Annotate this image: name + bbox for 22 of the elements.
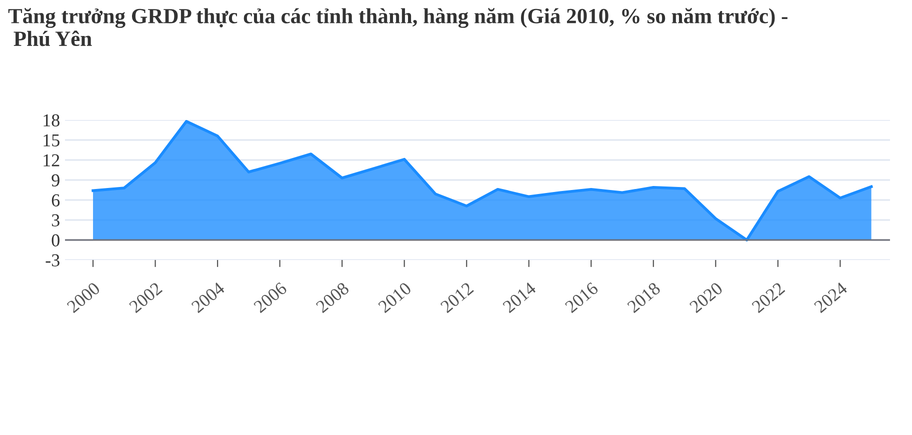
x-tick-label: 2000	[66, 282, 101, 314]
x-tick-label: 2014	[502, 281, 537, 314]
x-tick-label: 2022	[751, 282, 786, 314]
x-tick-label: 2006	[253, 282, 288, 314]
y-tick-label: 18	[44, 114, 60, 126]
x-tick-label: 2016	[564, 282, 599, 314]
x-tick-label: 2008	[315, 282, 350, 314]
y-tick-label: 9	[52, 174, 60, 186]
y-tick-label: 15	[44, 134, 60, 146]
x-tick-label: 2010	[378, 282, 412, 314]
x-tick-label: 2024	[813, 281, 848, 314]
x-tick-label: 2004	[190, 281, 226, 314]
x-tick-label: 2020	[688, 282, 724, 314]
y-tick-label: 12	[44, 154, 60, 166]
y-tick-label: -3	[46, 254, 60, 266]
y-tick-label: 0	[52, 234, 60, 246]
chart-title: Tăng trưởng GRDP thực của các tỉnh thành, hàng năm (Giá 2010, % so năm trước) - Phú Yên	[8, 8, 788, 46]
y-tick-label: 6	[52, 194, 60, 206]
y-tick-label: 3	[52, 214, 60, 226]
x-tick-label: 2012	[440, 282, 474, 314]
x-tick-label: 2018	[626, 282, 662, 314]
x-tick-label: 2002	[128, 282, 163, 314]
